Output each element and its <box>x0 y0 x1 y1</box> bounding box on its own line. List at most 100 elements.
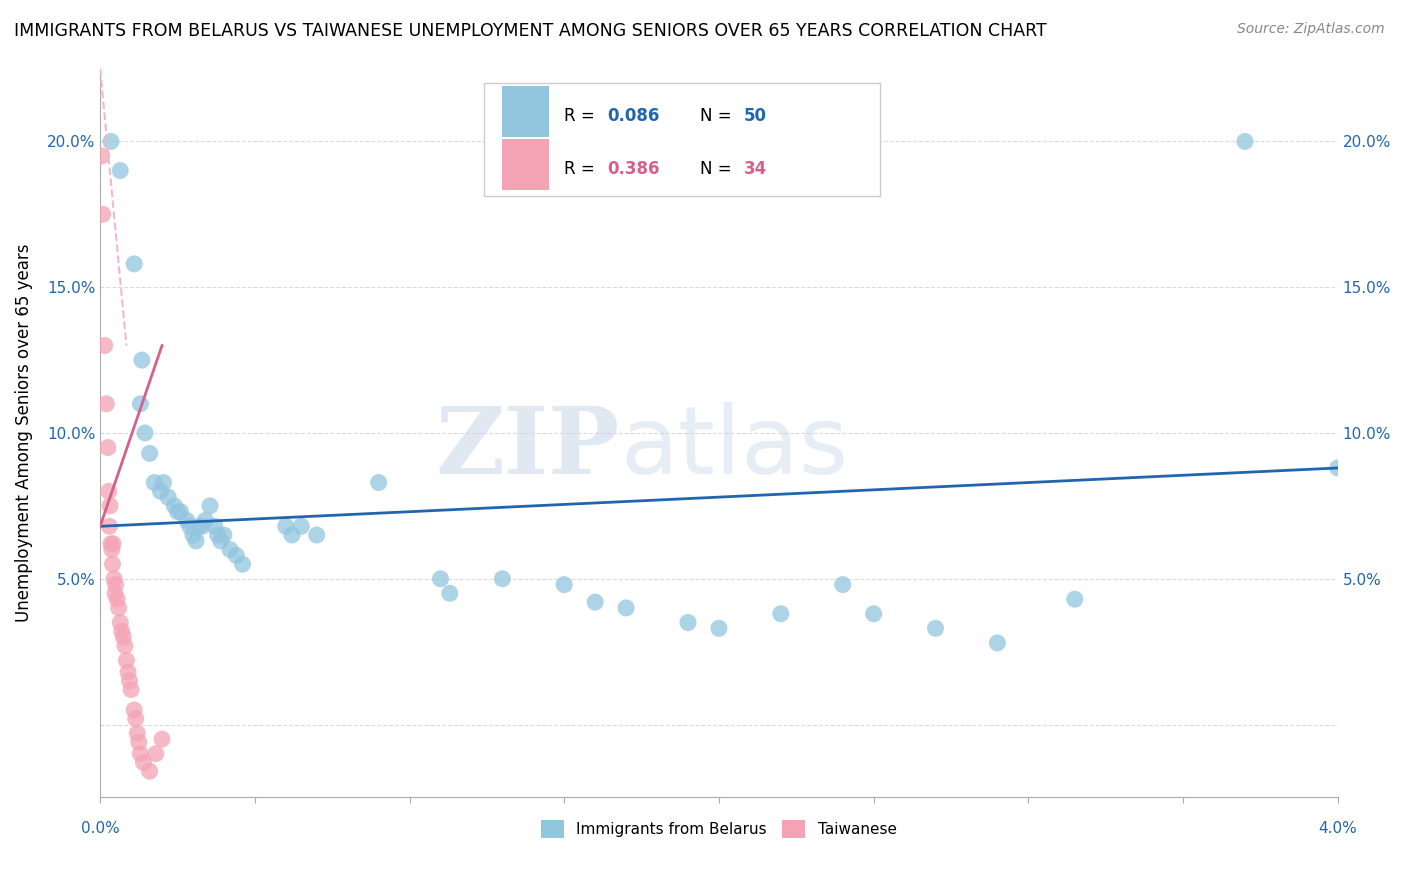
Text: Source: ZipAtlas.com: Source: ZipAtlas.com <box>1237 22 1385 37</box>
Point <box>90 149 112 163</box>
Point <box>101 557 124 571</box>
Point <box>122 257 145 271</box>
Point <box>986 636 1008 650</box>
Point <box>132 756 155 770</box>
Point <box>111 624 134 639</box>
Point <box>97 441 120 455</box>
Y-axis label: Unemployment Among Seniors over 65 years: Unemployment Among Seniors over 65 years <box>15 244 32 623</box>
Point <box>131 353 153 368</box>
Point <box>583 595 606 609</box>
Point <box>194 513 217 527</box>
Point <box>219 542 242 557</box>
Point <box>231 557 253 571</box>
Point <box>207 528 229 542</box>
Point <box>212 528 235 542</box>
Point <box>145 747 167 761</box>
Point <box>274 519 297 533</box>
Point <box>439 586 461 600</box>
Point <box>100 135 122 149</box>
Point <box>179 519 201 533</box>
Point <box>103 572 125 586</box>
Point <box>367 475 389 490</box>
Point <box>429 572 451 586</box>
Point <box>125 712 148 726</box>
Point <box>281 528 304 542</box>
Point <box>191 519 214 533</box>
Point <box>184 533 207 548</box>
Text: 0.386: 0.386 <box>607 161 659 178</box>
Point <box>122 703 145 717</box>
Text: 4.0%: 4.0% <box>1319 821 1357 836</box>
Point <box>104 586 127 600</box>
Point <box>112 630 135 644</box>
Point <box>107 601 129 615</box>
Point <box>138 446 160 460</box>
Text: 50: 50 <box>744 107 766 126</box>
Point <box>91 207 114 221</box>
Text: ZIP: ZIP <box>436 402 620 492</box>
Point <box>149 484 172 499</box>
Text: N =: N = <box>700 161 737 178</box>
FancyBboxPatch shape <box>502 86 550 136</box>
Point <box>118 673 141 688</box>
FancyBboxPatch shape <box>502 138 550 190</box>
Point <box>491 572 513 586</box>
Point <box>97 484 120 499</box>
Point <box>152 475 174 490</box>
Point <box>96 397 118 411</box>
Point <box>104 577 127 591</box>
Point <box>707 621 730 635</box>
Text: 34: 34 <box>744 161 766 178</box>
Legend: Immigrants from Belarus, Taiwanese: Immigrants from Belarus, Taiwanese <box>536 814 903 845</box>
Point <box>138 764 160 779</box>
Point <box>176 513 198 527</box>
Point <box>117 665 139 679</box>
Point <box>553 577 575 591</box>
Text: 0.086: 0.086 <box>607 107 659 126</box>
Text: R =: R = <box>564 161 600 178</box>
Point <box>290 519 312 533</box>
Point <box>134 425 156 440</box>
Point <box>181 528 204 542</box>
Point <box>157 490 180 504</box>
Point <box>94 338 117 352</box>
Point <box>127 726 149 740</box>
Point <box>101 537 124 551</box>
Point <box>100 537 122 551</box>
Point <box>188 519 211 533</box>
Point <box>1326 461 1348 475</box>
Point <box>769 607 792 621</box>
Point <box>204 519 226 533</box>
Text: atlas: atlas <box>620 401 848 493</box>
Point <box>101 542 124 557</box>
Point <box>128 735 150 749</box>
Point <box>98 499 121 513</box>
Point <box>143 475 166 490</box>
Point <box>115 653 138 667</box>
Point <box>129 397 152 411</box>
Point <box>110 615 132 630</box>
Point <box>163 499 186 513</box>
Text: IMMIGRANTS FROM BELARUS VS TAIWANESE UNEMPLOYMENT AMONG SENIORS OVER 65 YEARS CO: IMMIGRANTS FROM BELARUS VS TAIWANESE UNE… <box>14 22 1047 40</box>
Point <box>1063 592 1085 607</box>
Text: N =: N = <box>700 107 737 126</box>
Point <box>150 732 173 747</box>
Text: 0.0%: 0.0% <box>80 821 120 836</box>
Point <box>169 505 191 519</box>
Point <box>166 505 188 519</box>
Point <box>614 601 637 615</box>
Point <box>98 519 121 533</box>
Point <box>209 533 232 548</box>
Point <box>831 577 853 591</box>
Point <box>120 682 142 697</box>
Point <box>225 549 247 563</box>
Point <box>305 528 328 542</box>
Point <box>676 615 699 630</box>
Text: R =: R = <box>564 107 600 126</box>
Point <box>129 747 152 761</box>
Point <box>110 163 132 178</box>
Point <box>198 499 221 513</box>
Point <box>114 639 136 653</box>
Point <box>1233 135 1256 149</box>
Point <box>105 592 128 607</box>
